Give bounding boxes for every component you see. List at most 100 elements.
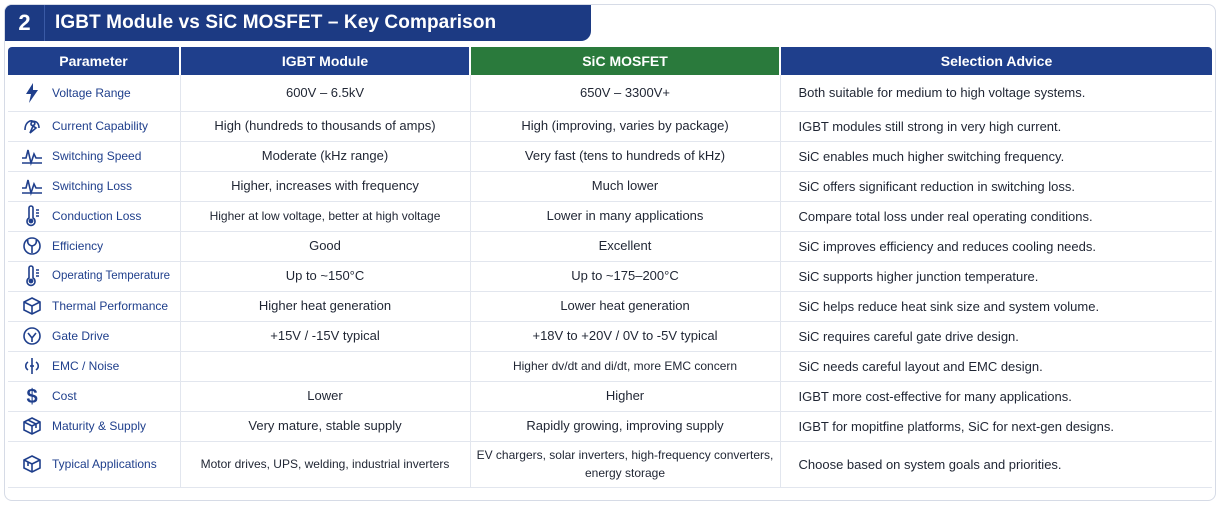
lightning-icon [12,82,52,103]
sic-value: Lower in many applications [470,201,781,232]
parameter-label: Current Capability [52,119,149,133]
parameter-label: Switching Loss [52,179,133,193]
table-row: Conduction Loss Higher at low voltage, be… [8,201,1212,232]
comparison-card: 2 IGBT Module vs SiC MOSFET – Key Compar… [4,4,1216,501]
current-icon [12,116,52,136]
sic-value: Lower heat generation [470,291,781,322]
sic-value: Very fast (tens to hundreds of kHz) [470,141,781,172]
page-title: IGBT Module vs SiC MOSFET – Key Comparis… [55,12,497,33]
efficiency-icon [12,236,52,256]
dollar-icon: $ [12,385,52,407]
column-header-sic: SiC MOSFET [470,47,781,75]
advice-text: Both suitable for medium to high voltage… [780,75,1212,112]
igbt-value: Up to ~150°C [180,261,471,292]
table-row: Voltage Range 600V – 6.5kV 650V – 3300V+ Bo… [8,75,1212,112]
table-row: $ Cost Lower Higher IGBT more cost-effective… [8,381,1212,412]
advice-text: Compare total loss under real operating … [780,201,1212,232]
parameter-label: Gate Drive [52,329,110,343]
igbt-value: Higher at low voltage, better at high vo… [180,201,471,232]
igbt-value: High (hundreds to thousands of amps) [180,111,471,142]
table-row: Efficiency Good Excellent SiC improves effi… [8,231,1212,262]
cube-icon [12,296,52,316]
table-row: Maturity & Supply Very mature, stable sup… [8,411,1212,442]
waveform-icon [12,146,52,166]
advice-text: SiC helps reduce heat sink size and syst… [780,291,1212,322]
sic-value: Rapidly growing, improving supply [470,411,781,442]
parameter-cell: Typical Applications [8,441,181,488]
svg-text:$: $ [26,386,37,407]
parameter-cell: Maturity & Supply [8,411,181,442]
parameter-label: Typical Applications [52,457,157,471]
parameter-cell: Current Capability [8,111,181,142]
sic-value: Excellent [470,231,781,262]
table-row: Thermal Performance Higher heat generatio… [8,291,1212,322]
box-icon [12,454,52,474]
advice-text: SiC improves efficiency and reduces cool… [780,231,1212,262]
table-row: Typical Applications Motor drives, UPS, w… [8,441,1212,488]
gate-icon [12,326,52,346]
parameter-cell: Voltage Range [8,75,181,112]
parameter-label: Efficiency [52,239,104,253]
parameter-cell: Operating Temperature [8,261,181,292]
igbt-value: Higher, increases with frequency [180,171,471,202]
table-row: Gate Drive +15V / -15V typical +18V to +20… [8,321,1212,352]
table-header-row: Parameter IGBT Module SiC MOSFET Selecti… [8,47,1212,75]
igbt-value: 600V – 6.5kV [180,75,471,112]
parameter-label: Operating Temperature [52,270,171,282]
table-row: Switching Loss Higher, increases with fre… [8,171,1212,202]
sic-value: Much lower [470,171,781,202]
advice-text: SiC supports higher junction temperature… [780,261,1212,292]
parameter-label: EMC / Noise [52,359,120,373]
parameter-label: Thermal Performance [52,299,169,313]
package-icon [12,416,52,436]
sic-value: Up to ~175–200°C [470,261,781,292]
sic-value: EV chargers, solar inverters, high-frequ… [470,441,781,488]
advice-text: IGBT modules still strong in very high c… [780,111,1212,142]
parameter-cell: Thermal Performance [8,291,181,322]
sic-value: +18V to +20V / 0V to -5V typical [470,321,781,352]
igbt-value: Motor drives, UPS, welding, industrial i… [180,441,471,488]
column-header-advice: Selection Advice [780,47,1212,75]
comparison-table: Parameter IGBT Module SiC MOSFET Selecti… [8,47,1212,488]
sic-value: Higher [470,381,781,412]
igbt-value: Moderate (kHz range) [180,141,471,172]
igbt-value: +15V / -15V typical [180,321,471,352]
advice-text: Choose based on system goals and priorit… [780,441,1212,488]
parameter-label: Maturity & Supply [52,419,147,433]
parameter-label: Conduction Loss [52,209,142,223]
parameter-label: Voltage Range [52,85,131,100]
parameter-label: Switching Speed [52,149,142,163]
igbt-value: Very mature, stable supply [180,411,471,442]
table-row: EMC / Noise Higher dv/dt and di/dt, more … [8,351,1212,382]
thermometer-icon [12,205,52,227]
advice-text: SiC needs careful layout and EMC design. [780,351,1212,382]
parameter-cell: $ Cost [8,381,181,412]
parameter-cell: Conduction Loss [8,201,181,232]
igbt-value: Higher heat generation [180,291,471,322]
igbt-value: Lower [180,381,471,412]
parameter-cell: Efficiency [8,231,181,262]
advice-text: SiC enables much higher switching freque… [780,141,1212,172]
parameter-cell: Switching Loss [8,171,181,202]
waveform-icon [12,176,52,196]
sic-value: Higher dv/dt and di/dt, more EMC concern [470,351,781,382]
advice-text: SiC requires careful gate drive design. [780,321,1212,352]
section-number: 2 [5,5,45,41]
table-row: Operating Temperature Up to ~150°C Up to ~… [8,261,1212,292]
sic-value: 650V – 3300V+ [470,75,781,112]
section-header: 2 IGBT Module vs SiC MOSFET – Key Compar… [5,5,591,41]
column-header-igbt: IGBT Module [180,47,471,75]
column-header-parameter: Parameter [8,47,181,75]
parameter-label: Cost [52,389,77,403]
table-row: Current Capability High (hundreds to thou… [8,111,1212,142]
advice-text: SiC offers significant reduction in swit… [780,171,1212,202]
table-row: Switching Speed Moderate (kHz range) Very … [8,141,1212,172]
advice-text: IGBT more cost-effective for many applic… [780,381,1212,412]
emc-icon [12,356,52,376]
parameter-cell: EMC / Noise [8,351,181,382]
thermometer-icon [12,265,52,287]
parameter-cell: Gate Drive [8,321,181,352]
igbt-value [180,351,471,382]
parameter-cell: Switching Speed [8,141,181,172]
sic-value: High (improving, varies by package) [470,111,781,142]
